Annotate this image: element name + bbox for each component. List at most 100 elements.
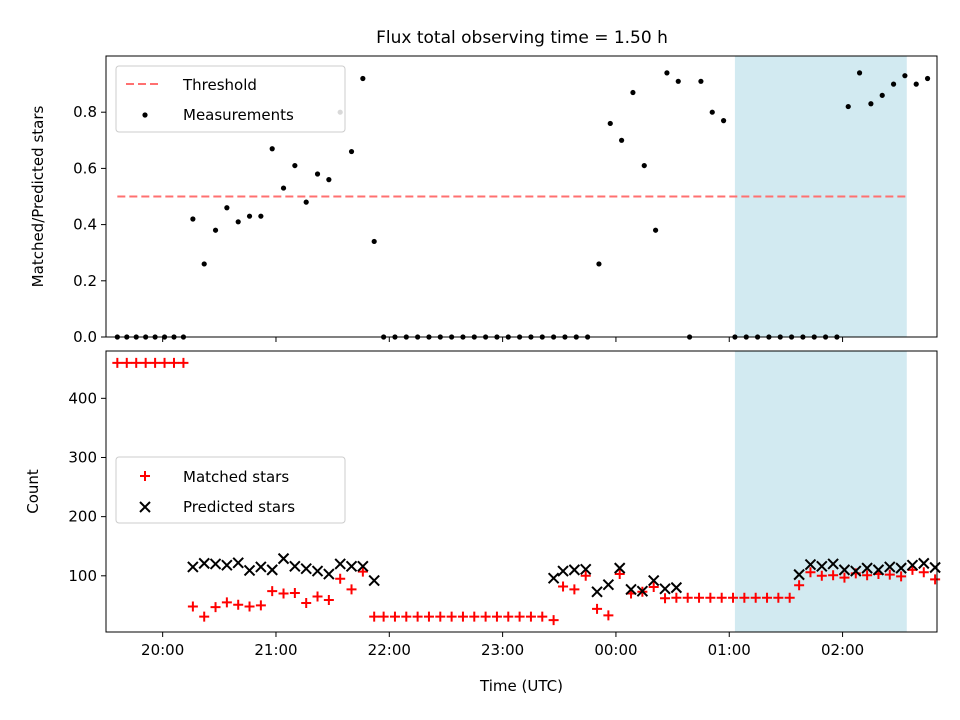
x-tick-label: 01:00 [708,641,751,659]
chart-title: Flux total observing time = 1.50 h [376,28,668,48]
predicted-stars-point [872,564,885,576]
predicted-stars-point [300,562,312,575]
bottom-y-tick-label: 100 [68,567,97,585]
matched-stars-point [614,569,625,580]
matched-stars-point [592,603,603,614]
matched-stars-point [221,597,232,608]
matched-stars-point [187,601,198,612]
matched-stars-point [896,571,907,582]
predicted-stars-point [568,564,581,576]
bottom-legend: Matched stars Predicted stars [115,456,346,524]
measurement-point [326,177,332,183]
top-legend: Threshold Measurements [115,65,346,133]
matched-stars-point [525,611,536,622]
matched-stars-point [514,611,525,622]
measurement-point [664,70,670,76]
measurement-point [641,162,647,169]
x-tick-label: 23:00 [481,641,524,659]
matched-stars-point [805,567,816,578]
predicted-stars-point [289,560,301,573]
predicted-stars-point [277,552,290,565]
matched-stars-point [423,611,434,622]
predicted-stars-point [647,574,660,587]
legend-threshold-label: Threshold [182,76,257,94]
measurement-point [269,146,275,152]
measurement-point [303,199,309,205]
measurement-point [698,78,704,84]
legend-matched-label: Matched stars [183,468,289,486]
matched-stars-point [694,592,705,603]
measurement-point [902,73,908,79]
predicted-stars-point [670,581,683,594]
matched-stars-point [435,611,446,622]
legend-predicted-label: Predicted stars [183,498,295,516]
x-tick-label: 02:00 [821,641,864,659]
predicted-stars-point [547,572,560,584]
matched-stars-point [569,584,580,595]
matched-stars-point [862,570,873,581]
x-tick-label: 00:00 [594,641,637,659]
measurement-point [890,81,897,87]
matched-stars-point [244,601,255,612]
measurement-point [720,118,727,124]
predicted-stars-point [929,561,941,574]
bottom-y-ticks: 100 200 300 400 [68,389,106,585]
top-y-ticks: 0.0 0.2 0.4 0.6 0.8 [73,103,106,346]
predicted-stars-point [816,560,828,573]
matched-stars-point [558,581,569,592]
measurement-point [224,205,230,211]
predicted-stars-point [918,557,930,570]
measurement-point [348,148,355,155]
predicted-stars-point [323,568,335,580]
matched-stars-point [159,357,170,368]
measurement-point [212,227,219,233]
predicted-stars-point [591,586,603,598]
matched-stars-point [884,569,895,580]
legend-matched-swatch [140,471,150,481]
matched-stars-point [255,600,266,611]
predicted-stars-point [266,564,278,576]
predicted-stars-point [311,565,324,577]
matched-stars-point [648,582,659,593]
predicted-stars-point [884,561,896,573]
measurement-point [360,75,366,82]
matched-stars-point [210,602,221,613]
measurement-point [201,261,207,267]
legend-measurements-swatch [142,112,148,118]
top-y-tick-label: 0.0 [73,328,97,346]
bottom-y-tick-label: 400 [68,389,97,407]
top-y-axis-label: Matched/Predicted stars [29,106,47,288]
matched-stars-point [389,611,400,622]
matched-stars-point [784,592,795,603]
measurement-point [596,261,602,267]
matched-stars-point [168,357,179,368]
bottom-observing-window-shade [734,351,907,632]
predicted-stars-point [221,559,233,571]
bottom-markers-layer [112,357,941,626]
predicted-stars-point [557,565,569,577]
predicted-stars-point [580,563,592,576]
measurement-point [258,213,264,219]
predicted-stars-point [895,562,907,574]
matched-stars-point [816,570,827,581]
measurement-point [190,216,196,222]
matched-stars-point [346,584,357,595]
matched-stars-point [503,611,514,622]
predicted-stars-point [255,561,267,573]
bottom-x-ticks: 20:00 21:00 22:00 23:00 00:00 01:00 02:00 [141,632,864,659]
matched-stars-point [323,595,334,606]
predicted-stars-point [636,585,649,597]
measurement-point [913,81,919,87]
matched-stars-point [369,611,380,622]
measurement-point [675,78,681,84]
matched-stars-point [121,357,132,368]
predicted-stars-point [906,559,919,571]
predicted-stars-point [827,558,839,570]
matched-stars-point [537,611,548,622]
matched-stars-point [660,593,671,604]
matched-stars-point [716,592,727,603]
measurement-point [630,89,636,96]
predicted-stars-point [625,583,637,596]
predicted-stars-point [838,564,851,576]
